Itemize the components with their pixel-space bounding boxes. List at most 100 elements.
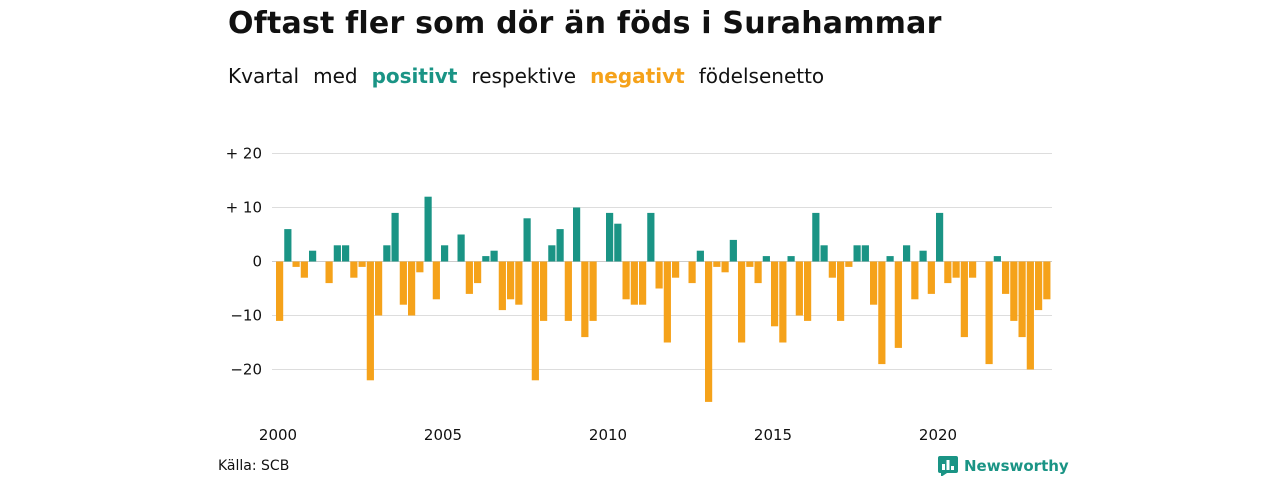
bar-positive — [490, 250, 498, 262]
bar-positive — [696, 250, 704, 262]
bar-positive — [523, 218, 531, 262]
bar-negative — [325, 261, 333, 284]
bar-negative — [960, 261, 968, 338]
y-tick-label: 0 — [252, 253, 262, 271]
bar-negative — [416, 261, 424, 273]
bar-negative — [639, 261, 647, 305]
bar-negative — [399, 261, 407, 305]
bar-negative — [465, 261, 473, 294]
bar-negative — [515, 261, 523, 305]
bar-negative — [721, 261, 729, 273]
bar-negative — [878, 261, 886, 365]
bar-negative — [300, 261, 308, 278]
x-tick-label: 2010 — [589, 426, 627, 444]
bar-negative — [985, 261, 993, 365]
bar-positive — [606, 212, 614, 262]
bar-negative — [564, 261, 572, 321]
chart-title: Oftast fler som dör än föds i Surahammar — [228, 6, 942, 41]
bar-negative — [894, 261, 902, 348]
x-tick-label: 2015 — [754, 426, 792, 444]
brand-logo[interactable]: Newsworthy — [938, 456, 1069, 476]
subtitle-word: respektive — [471, 64, 577, 88]
bar-negative — [713, 261, 721, 267]
x-tick-label: 2005 — [424, 426, 462, 444]
bar-negative — [944, 261, 952, 284]
bar-positive — [556, 229, 564, 262]
bar-positive — [762, 256, 770, 262]
bar-negative — [771, 261, 779, 327]
bar-positive — [886, 256, 894, 262]
bar-negative — [292, 261, 300, 267]
bar-negative — [746, 261, 754, 267]
subtitle-word: födelsenetto — [698, 64, 825, 88]
bar-positive — [573, 207, 581, 262]
newsworthy-logo-icon — [938, 456, 958, 476]
bar-negative — [952, 261, 960, 278]
bar-positive — [787, 256, 795, 262]
bar-positive — [614, 223, 622, 262]
bar-negative — [837, 261, 845, 321]
bar-positive — [441, 245, 449, 262]
bar-positive — [333, 245, 341, 262]
bar-negative — [688, 261, 696, 284]
bar-negative — [1002, 261, 1010, 294]
bar-negative — [663, 261, 671, 343]
bar-negative — [911, 261, 919, 300]
bar-negative — [969, 261, 977, 278]
bar-positive — [342, 245, 350, 262]
bar-positive — [548, 245, 556, 262]
bar-negative — [432, 261, 440, 300]
bar-negative — [350, 261, 358, 278]
bar-negative — [358, 261, 366, 267]
bar-negative — [531, 261, 539, 381]
bar-negative — [1010, 261, 1018, 321]
bar-negative — [845, 261, 853, 267]
y-tick-label: + 10 — [226, 199, 262, 217]
subtitle-positive-label: positivt — [371, 64, 458, 88]
source-note: Källa: SCB — [218, 458, 290, 474]
bar-negative — [498, 261, 506, 311]
bar-negative — [474, 261, 482, 284]
y-tick-label: + 20 — [226, 145, 262, 163]
bar-negative — [672, 261, 680, 278]
bar-negative — [1035, 261, 1043, 311]
bar-negative — [927, 261, 935, 294]
bar-negative — [754, 261, 762, 284]
bar-negative — [738, 261, 746, 343]
bar-negative — [828, 261, 836, 278]
x-tick-label: 2000 — [259, 426, 297, 444]
bar-positive — [457, 234, 465, 262]
bar-negative — [1043, 261, 1051, 300]
bar-negative — [507, 261, 515, 300]
bar-negative — [804, 261, 812, 321]
bar-positive — [729, 239, 737, 262]
bar-positive — [861, 245, 869, 262]
bar-positive — [903, 245, 911, 262]
bar-negative — [630, 261, 638, 305]
x-tick-label: 2020 — [919, 426, 957, 444]
chart-subtitle: Kvartal med positivt respektive negativt föde… — [228, 64, 838, 88]
bar-positive — [936, 212, 944, 262]
subtitle-word: Kvartal — [228, 64, 300, 88]
bar-positive — [647, 212, 655, 262]
bar-negative — [655, 261, 663, 289]
bar-negative — [581, 261, 589, 338]
bar-positive — [993, 256, 1001, 262]
bar-negative — [540, 261, 548, 321]
subtitle-negative-label: negativt — [590, 64, 685, 88]
bar-negative — [366, 261, 374, 381]
bar-positive — [820, 245, 828, 262]
bar-positive — [309, 250, 317, 262]
subtitle-word: med — [313, 64, 358, 88]
bar-negative — [408, 261, 416, 316]
bar-positive — [482, 256, 490, 262]
bar-negative — [705, 261, 713, 402]
bar-negative — [589, 261, 597, 321]
bar-positive — [424, 196, 432, 262]
bar-positive — [383, 245, 391, 262]
bar-positive — [919, 250, 927, 262]
bar-negative — [276, 261, 284, 321]
bar-negative — [375, 261, 383, 316]
bar-negative — [779, 261, 787, 343]
bar-positive — [391, 212, 399, 262]
